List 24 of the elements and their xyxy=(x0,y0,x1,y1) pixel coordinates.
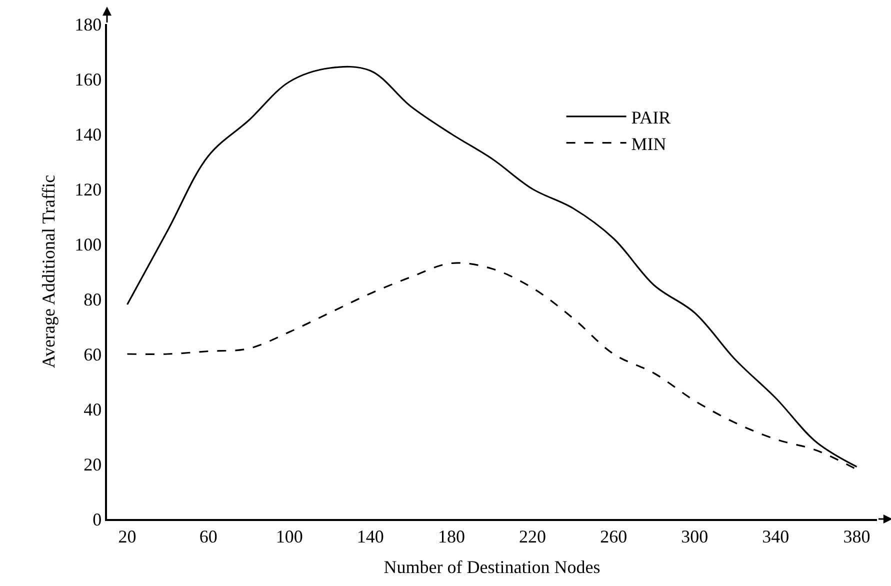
y-tick-label: 0 xyxy=(92,509,102,530)
x-tick-label: 300 xyxy=(681,526,708,546)
x-tick-label: 220 xyxy=(519,526,546,546)
legend-label: MIN xyxy=(631,134,666,154)
y-tick-label: 180 xyxy=(74,14,102,34)
y-tick-label: 100 xyxy=(74,234,102,254)
x-tick-label: 20 xyxy=(118,526,136,546)
legend-label: PAIR xyxy=(631,107,671,128)
x-tick-label: 60 xyxy=(199,526,218,546)
x-tick-label: 260 xyxy=(600,526,628,546)
x-tick-label: 180 xyxy=(438,526,465,546)
x-tick-label: 340 xyxy=(762,526,790,546)
y-tick-label: 140 xyxy=(74,124,102,144)
y-tick-label: 40 xyxy=(84,399,102,420)
y-tick-label: 20 xyxy=(84,454,102,474)
x-axis-title: Number of Destination Nodes xyxy=(384,556,600,577)
y-tick-label: 60 xyxy=(84,344,102,364)
y-tick-label: 160 xyxy=(74,69,102,90)
x-tick-label: 380 xyxy=(843,526,870,546)
x-tick-label: 140 xyxy=(356,526,384,546)
y-axis-title: Average Additional Traffic xyxy=(38,174,58,368)
y-tick-label: 80 xyxy=(84,289,102,310)
y-tick-label: 120 xyxy=(74,179,102,200)
x-tick-label: 100 xyxy=(276,526,303,546)
